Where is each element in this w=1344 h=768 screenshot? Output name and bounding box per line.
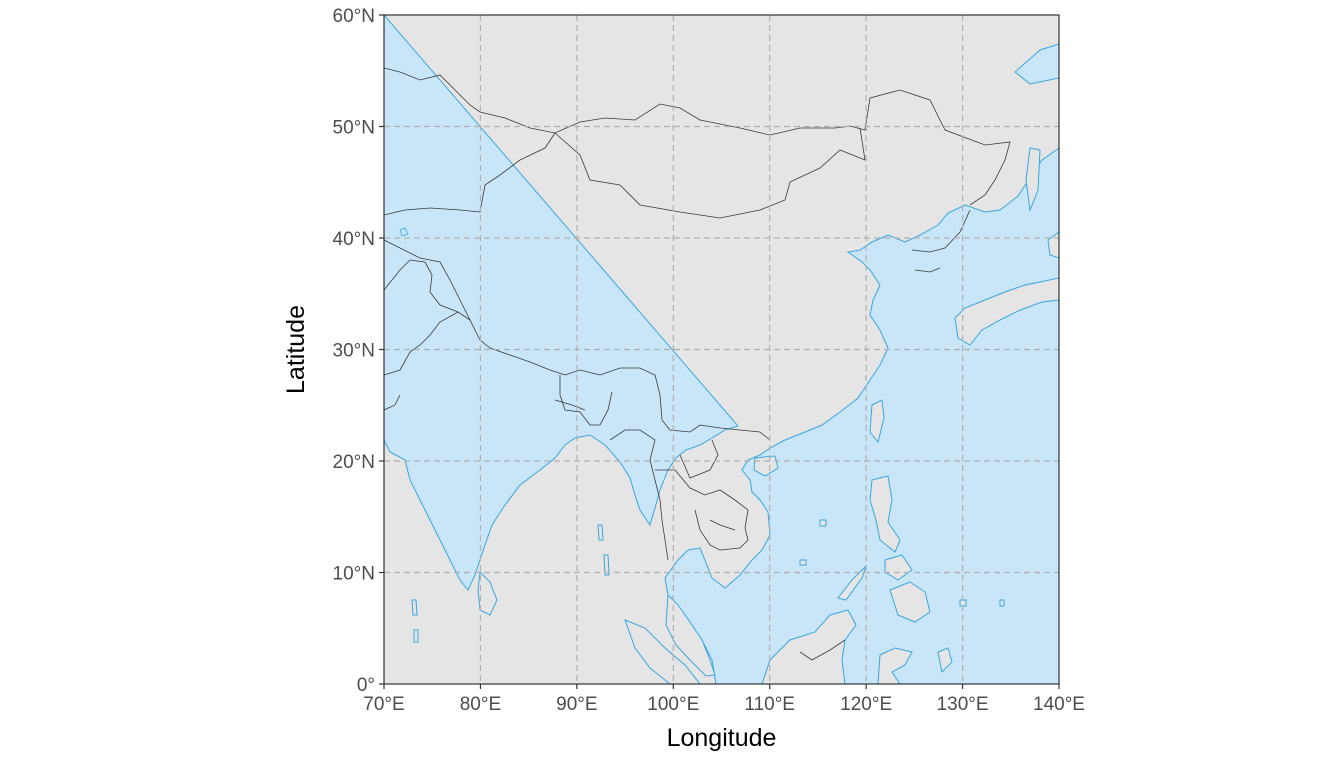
land-malay-peninsula: [665, 593, 716, 677]
y-tick-label: 60°N: [333, 6, 375, 27]
y-axis-title: Latitude: [282, 305, 310, 394]
land-mindanao: [889, 581, 931, 623]
y-tick-label: 50°N: [333, 118, 375, 139]
land-sulawesi: [877, 647, 913, 684]
x-axis: 70°E 80°E 90°E 100°E 110°E 120°E 130°E 140°E: [363, 684, 1085, 715]
x-tick-label: 70°E: [363, 694, 404, 715]
x-tick-label: 80°E: [460, 694, 501, 715]
y-tick-label: 30°N: [333, 341, 375, 362]
x-tick-label: 110°E: [744, 694, 795, 715]
x-tick-label: 100°E: [647, 694, 699, 715]
land-sri-lanka: [477, 570, 498, 616]
x-tick-label: 90°E: [556, 694, 597, 715]
grid-lines: [384, 15, 1059, 684]
y-tick-label: 20°N: [333, 452, 375, 473]
y-tick-label: 40°N: [333, 229, 375, 250]
land-sakhalin: [1025, 147, 1041, 212]
lake-aral: [399, 227, 409, 237]
y-tick-label: 10°N: [333, 564, 375, 585]
land-visayas: [884, 554, 913, 581]
islands-minor: [411, 519, 1005, 643]
x-axis-title: Longitude: [667, 724, 777, 752]
country-borders: [384, 67, 1011, 661]
x-tick-label: 130°E: [937, 694, 989, 715]
mainland-asia: [384, 15, 1059, 684]
land-borneo: [761, 609, 857, 684]
y-axis: 0° 10°N 20°N 30°N 40°N 50°N 60°N: [333, 6, 384, 696]
land-sumatra: [624, 619, 701, 684]
land-japan: [954, 277, 1059, 346]
land-halmahera: [937, 647, 953, 674]
x-tick-label: 120°E: [840, 694, 892, 715]
map-panel: [384, 15, 1059, 684]
y-tick-label: 0°: [357, 675, 375, 696]
land-luzon: [869, 475, 901, 553]
land-taiwan: [869, 399, 885, 444]
x-tick-label: 140°E: [1033, 694, 1085, 715]
